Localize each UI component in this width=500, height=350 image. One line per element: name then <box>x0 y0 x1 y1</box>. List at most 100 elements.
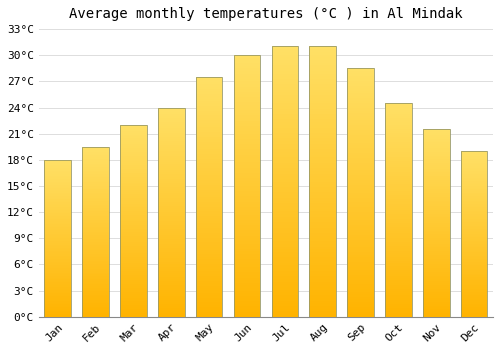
Bar <box>385 264 411 266</box>
Bar <box>385 282 411 285</box>
Bar <box>44 264 71 265</box>
Bar <box>82 256 109 257</box>
Bar <box>385 218 411 220</box>
Bar <box>310 141 336 144</box>
Bar <box>272 298 298 301</box>
Bar <box>158 181 184 183</box>
Bar <box>461 308 487 310</box>
Bar <box>120 204 146 205</box>
Bar <box>461 297 487 299</box>
Bar <box>158 254 184 256</box>
Bar <box>44 285 71 287</box>
Bar <box>348 267 374 270</box>
Bar <box>272 179 298 182</box>
Bar <box>423 253 450 255</box>
Bar <box>158 175 184 177</box>
Bar <box>158 173 184 175</box>
Bar <box>423 195 450 197</box>
Bar <box>120 136 146 138</box>
Bar <box>310 47 336 317</box>
Bar <box>120 261 146 263</box>
Bar <box>44 182 71 183</box>
Bar <box>310 82 336 84</box>
Bar <box>272 187 298 190</box>
Bar <box>82 213 109 215</box>
Bar <box>385 214 411 216</box>
Bar <box>385 304 411 306</box>
Bar <box>120 190 146 192</box>
Bar <box>272 68 298 71</box>
Bar <box>423 298 450 300</box>
Bar <box>385 291 411 293</box>
Bar <box>461 199 487 201</box>
Bar <box>196 298 222 300</box>
Bar <box>120 294 146 296</box>
Bar <box>158 279 184 281</box>
Bar <box>461 302 487 303</box>
Bar <box>44 169 71 171</box>
Bar <box>44 161 71 163</box>
Bar <box>158 283 184 285</box>
Bar <box>385 313 411 315</box>
Bar <box>120 152 146 154</box>
Bar <box>461 274 487 275</box>
Bar <box>385 233 411 236</box>
Bar <box>158 210 184 212</box>
Bar <box>348 262 374 265</box>
Bar <box>120 163 146 165</box>
Bar <box>348 222 374 225</box>
Bar <box>82 203 109 205</box>
Bar <box>385 289 411 291</box>
Bar <box>310 55 336 57</box>
Bar <box>158 179 184 181</box>
Bar <box>423 255 450 257</box>
Bar <box>44 293 71 295</box>
Bar <box>461 232 487 234</box>
Bar <box>385 212 411 214</box>
Bar <box>82 281 109 283</box>
Bar <box>461 289 487 290</box>
Bar <box>348 68 374 71</box>
Bar <box>461 168 487 169</box>
Bar <box>158 164 184 166</box>
Bar <box>272 100 298 103</box>
Bar <box>82 205 109 206</box>
Bar <box>196 187 222 190</box>
Bar <box>272 114 298 117</box>
Bar <box>82 264 109 266</box>
Bar <box>272 174 298 176</box>
Bar <box>385 172 411 174</box>
Bar <box>44 292 71 293</box>
Bar <box>310 314 336 317</box>
Bar <box>120 209 146 211</box>
Bar <box>272 236 298 238</box>
Bar <box>385 202 411 204</box>
Bar <box>234 312 260 314</box>
Bar <box>423 293 450 294</box>
Bar <box>44 215 71 216</box>
Bar <box>310 263 336 265</box>
Bar <box>461 171 487 173</box>
Bar <box>423 137 450 139</box>
Bar <box>196 199 222 202</box>
Bar <box>234 89 260 92</box>
Bar <box>44 254 71 256</box>
Bar <box>44 273 71 274</box>
Bar <box>44 303 71 304</box>
Bar <box>423 174 450 176</box>
Bar <box>44 207 71 209</box>
Bar <box>196 235 222 238</box>
Bar <box>461 221 487 222</box>
Bar <box>423 311 450 313</box>
Bar <box>158 112 184 114</box>
Bar <box>423 251 450 253</box>
Bar <box>272 274 298 276</box>
Bar <box>461 166 487 168</box>
Bar <box>120 271 146 273</box>
Bar <box>158 143 184 145</box>
Bar <box>348 242 374 245</box>
Bar <box>310 233 336 236</box>
Bar <box>120 221 146 223</box>
Bar <box>272 282 298 284</box>
Bar <box>461 181 487 183</box>
